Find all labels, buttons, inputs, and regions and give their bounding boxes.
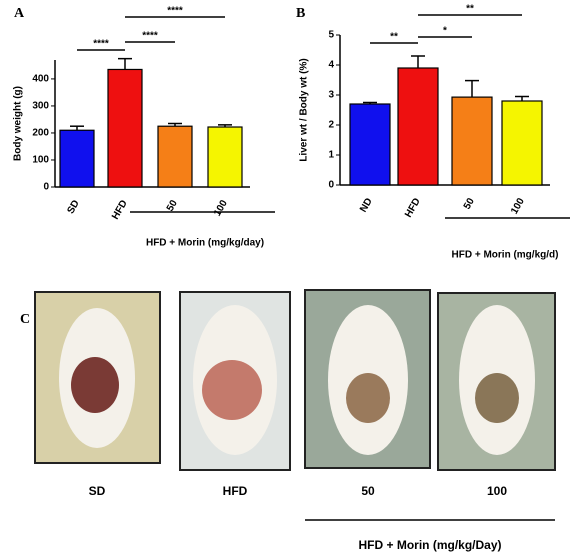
bar [107, 68, 143, 188]
caption: 100 [487, 484, 507, 498]
group-label: HFD + Morin (mg/kg/d) [452, 250, 559, 261]
caption: HFD [223, 484, 248, 498]
organs [475, 373, 519, 423]
y-tick-label: 0 [43, 182, 49, 193]
organs [202, 360, 262, 420]
significance-label: **** [93, 39, 109, 50]
bar [501, 100, 543, 186]
y-tick-label: 0 [328, 180, 334, 191]
y-tick-label: 1 [328, 150, 334, 161]
y-tick-label: 100 [32, 155, 49, 166]
bar [157, 125, 193, 188]
bar [207, 126, 243, 188]
y-tick-label: 200 [32, 128, 49, 139]
x-tick-label: 100 [212, 198, 230, 218]
y-tick-label: 2 [328, 120, 334, 131]
x-tick-label: 50 [462, 196, 477, 212]
panel-label: B [296, 6, 305, 21]
significance-label: **** [142, 31, 158, 42]
panel-label: C [20, 312, 30, 327]
y-tick-label: 4 [328, 60, 334, 71]
y-tick-label: 400 [32, 74, 49, 85]
bar [451, 96, 493, 186]
organs [346, 373, 390, 423]
x-tick-label: SD [65, 198, 81, 216]
y-tick-label: 5 [328, 30, 334, 41]
caption: SD [89, 484, 106, 498]
group-label: HFD + Morin (mg/kg/day) [146, 238, 264, 249]
bar [397, 67, 439, 186]
x-tick-label: HFD [110, 198, 130, 221]
y-tick-label: 3 [328, 90, 334, 101]
caption: 50 [361, 484, 375, 498]
significance-label: ** [466, 4, 474, 15]
group-label: HFD + Morin (mg/kg/Day) [358, 538, 501, 552]
y-axis-label: Body weight (g) [13, 86, 24, 161]
significance-label: **** [167, 6, 183, 17]
photos [34, 289, 556, 471]
y-axis-label: Liver wt / Body wt (%) [299, 58, 310, 161]
significance-label: * [443, 26, 447, 37]
panel-label: A [14, 6, 25, 21]
bar [59, 129, 95, 188]
x-tick-label: ND [358, 196, 375, 214]
x-tick-label: 100 [509, 196, 527, 216]
bar [349, 103, 391, 186]
y-tick-label: 300 [32, 101, 49, 112]
significance-label: ** [390, 32, 398, 43]
x-tick-label: HFD [403, 196, 423, 219]
x-tick-label: 50 [165, 198, 180, 214]
organs [71, 357, 119, 413]
